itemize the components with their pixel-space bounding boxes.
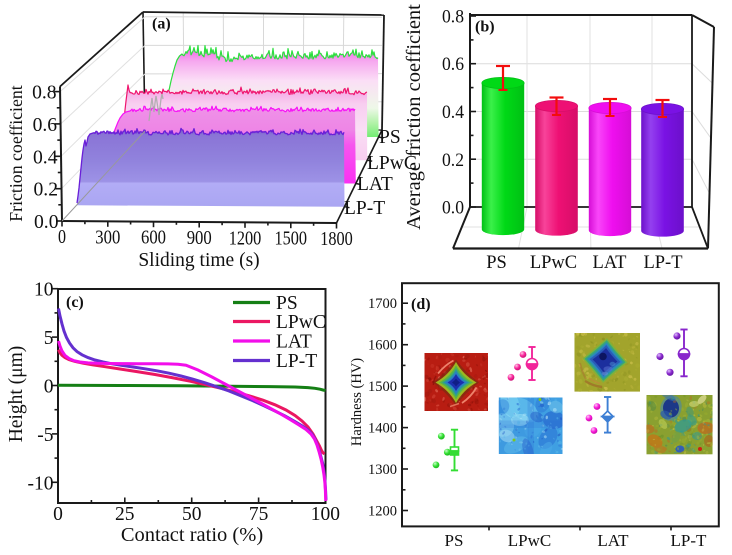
svg-text:PS: PS [379, 127, 401, 148]
svg-text:5: 5 [44, 328, 54, 349]
svg-text:1400: 1400 [368, 421, 397, 437]
svg-text:0.2: 0.2 [442, 151, 464, 171]
svg-text:PS: PS [276, 293, 298, 314]
svg-text:1200: 1200 [368, 504, 397, 520]
svg-text:1500: 1500 [368, 379, 397, 395]
svg-text:PS: PS [445, 531, 464, 550]
svg-text:LAT: LAT [276, 332, 312, 353]
svg-text:600: 600 [141, 228, 166, 249]
svg-text:Sliding time (s): Sliding time (s) [138, 250, 259, 271]
svg-text:0.2: 0.2 [34, 180, 59, 201]
svg-text:0.8: 0.8 [32, 83, 57, 104]
svg-text:0.4: 0.4 [442, 103, 464, 123]
svg-text:LAT: LAT [357, 174, 393, 195]
svg-text:LP-T: LP-T [643, 253, 682, 273]
svg-text:1800: 1800 [320, 229, 353, 250]
svg-text:LP-T: LP-T [344, 198, 385, 219]
svg-text:0.0: 0.0 [34, 212, 59, 233]
svg-text:0.4: 0.4 [33, 147, 58, 168]
svg-text:Friction coefficient: Friction coefficient [6, 85, 26, 222]
svg-text:0.8: 0.8 [442, 8, 464, 28]
svg-text:LPwC: LPwC [276, 312, 326, 333]
svg-text:(b): (b) [475, 19, 495, 36]
svg-text:LP-T: LP-T [671, 531, 708, 550]
svg-text:0.0: 0.0 [442, 199, 464, 219]
svg-text:75: 75 [249, 504, 269, 525]
svg-text:Height (μm): Height (μm) [6, 346, 27, 443]
svg-text:LAT: LAT [593, 253, 627, 273]
svg-text:300: 300 [95, 227, 120, 248]
svg-text:0.6: 0.6 [442, 55, 464, 75]
svg-text:900: 900 [187, 228, 212, 249]
svg-text:Hardness (HV): Hardness (HV) [349, 358, 365, 446]
svg-text:0: 0 [53, 504, 63, 525]
svg-text:Contact ratio (%): Contact ratio (%) [121, 524, 263, 546]
svg-text:Average friction coefficient: Average friction coefficient [403, 4, 425, 230]
svg-text:PS: PS [486, 253, 507, 273]
svg-text:(d): (d) [411, 296, 431, 313]
svg-text:0: 0 [58, 227, 66, 248]
svg-text:0: 0 [44, 377, 54, 398]
svg-text:(a): (a) [152, 16, 171, 33]
svg-text:LP-T: LP-T [276, 351, 317, 372]
svg-text:10: 10 [34, 280, 54, 301]
svg-text:1200: 1200 [229, 228, 262, 249]
svg-text:LPwC: LPwC [367, 153, 417, 174]
svg-text:100: 100 [311, 504, 340, 525]
svg-text:LPwC: LPwC [508, 531, 551, 550]
svg-text:-10: -10 [28, 473, 54, 494]
svg-text:LPwC: LPwC [530, 253, 577, 273]
svg-text:1700: 1700 [368, 296, 397, 312]
svg-text:LAT: LAT [597, 531, 629, 550]
svg-text:1300: 1300 [368, 462, 397, 478]
svg-text:1600: 1600 [368, 338, 397, 354]
svg-text:1500: 1500 [275, 229, 308, 250]
svg-text:(c): (c) [66, 294, 84, 311]
svg-text:-5: -5 [37, 425, 53, 446]
svg-text:50: 50 [182, 504, 202, 525]
svg-text:0.6: 0.6 [33, 115, 58, 136]
svg-text:25: 25 [115, 504, 135, 525]
